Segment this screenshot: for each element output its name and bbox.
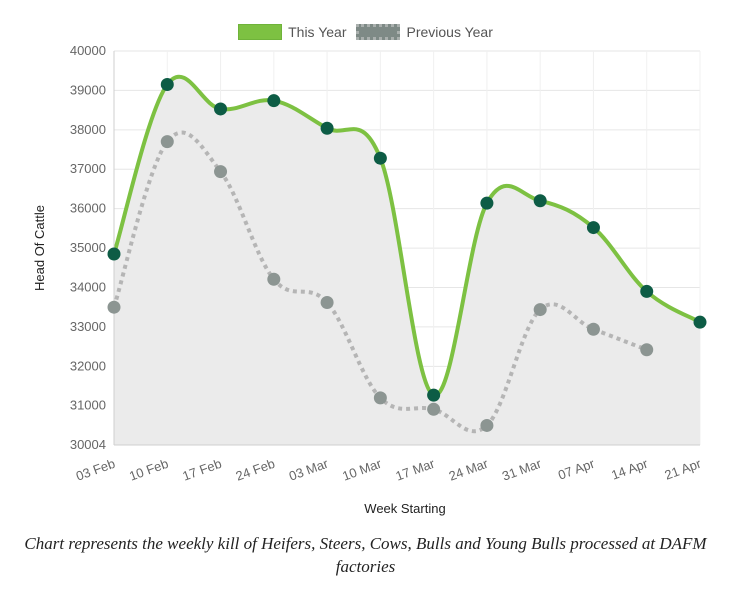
- previous-year-point[interactable]: [320, 295, 334, 309]
- y-axis-title: Head Of Cattle: [32, 205, 47, 291]
- y-tick-label: 40000: [70, 43, 106, 58]
- x-tick-label: 17 Mar: [394, 455, 438, 483]
- previous-year-point[interactable]: [640, 343, 654, 357]
- previous-year-point[interactable]: [427, 402, 441, 416]
- y-tick-label: 30004: [70, 437, 106, 452]
- x-tick-label: 03 Mar: [287, 455, 331, 483]
- chart-canvas: 30004 31000 32000 33000 34000 35000 36000 37000…: [32, 43, 707, 516]
- y-tick-label: 39000: [70, 82, 106, 97]
- this-year-point[interactable]: [480, 196, 494, 210]
- y-tick-label: 37000: [70, 161, 106, 176]
- x-tick-label: 10 Feb: [127, 456, 170, 484]
- x-tick-label: 03 Feb: [74, 456, 117, 484]
- this-year-point[interactable]: [533, 194, 547, 208]
- previous-year-point[interactable]: [267, 272, 281, 286]
- x-tick-label: 24 Mar: [447, 455, 491, 483]
- chart-caption: Chart represents the weekly kill of Heif…: [24, 534, 707, 576]
- x-tick-label: 21 Apr: [663, 455, 704, 482]
- this-year-point[interactable]: [320, 121, 334, 135]
- previous-year-point[interactable]: [480, 418, 494, 432]
- previous-year-point[interactable]: [107, 300, 121, 314]
- this-year-point[interactable]: [640, 284, 654, 298]
- this-year-point[interactable]: [586, 221, 600, 235]
- x-axis-title: Week Starting: [364, 501, 445, 516]
- x-tick-label: 31 Mar: [500, 455, 544, 483]
- x-tick-label: 14 Apr: [609, 455, 650, 482]
- y-tick-label: 34000: [70, 279, 106, 294]
- x-tick-label: 10 Mar: [340, 455, 384, 483]
- y-tick-label: 31000: [70, 398, 106, 413]
- y-tick-label: 38000: [70, 122, 106, 137]
- y-tick-label: 36000: [70, 201, 106, 216]
- this-year-point[interactable]: [107, 247, 121, 261]
- previous-year-point[interactable]: [214, 165, 228, 179]
- this-year-area: [114, 76, 700, 445]
- y-tick-label: 33000: [70, 319, 106, 334]
- previous-year-point[interactable]: [533, 303, 547, 317]
- this-year-point[interactable]: [693, 315, 707, 329]
- legend-previous-year[interactable]: Previous Year: [356, 24, 493, 40]
- y-tick-label: 35000: [70, 240, 106, 255]
- this-year-point[interactable]: [214, 102, 228, 116]
- previous-year-point[interactable]: [373, 391, 387, 405]
- legend: This Year Previous Year: [0, 24, 731, 40]
- chart: This Year Previous Year 30004 31000 32000 3…: [0, 24, 731, 516]
- legend-this-year-label: This Year: [288, 24, 347, 40]
- this-year-point[interactable]: [160, 78, 174, 92]
- this-year-point[interactable]: [427, 388, 441, 402]
- x-tick-label: 24 Feb: [234, 456, 277, 484]
- previous-year-point[interactable]: [160, 135, 174, 149]
- x-tick-label: 07 Apr: [556, 455, 597, 482]
- this-year-point[interactable]: [373, 151, 387, 165]
- y-tick-label: 32000: [70, 358, 106, 373]
- this-year-swatch: [238, 24, 283, 40]
- previous-year-swatch: [356, 24, 401, 40]
- previous-year-point[interactable]: [586, 322, 600, 336]
- legend-previous-year-label: Previous Year: [406, 24, 493, 40]
- x-tick-label: 17 Feb: [180, 456, 223, 484]
- legend-this-year[interactable]: This Year: [238, 24, 346, 40]
- this-year-point[interactable]: [267, 94, 281, 108]
